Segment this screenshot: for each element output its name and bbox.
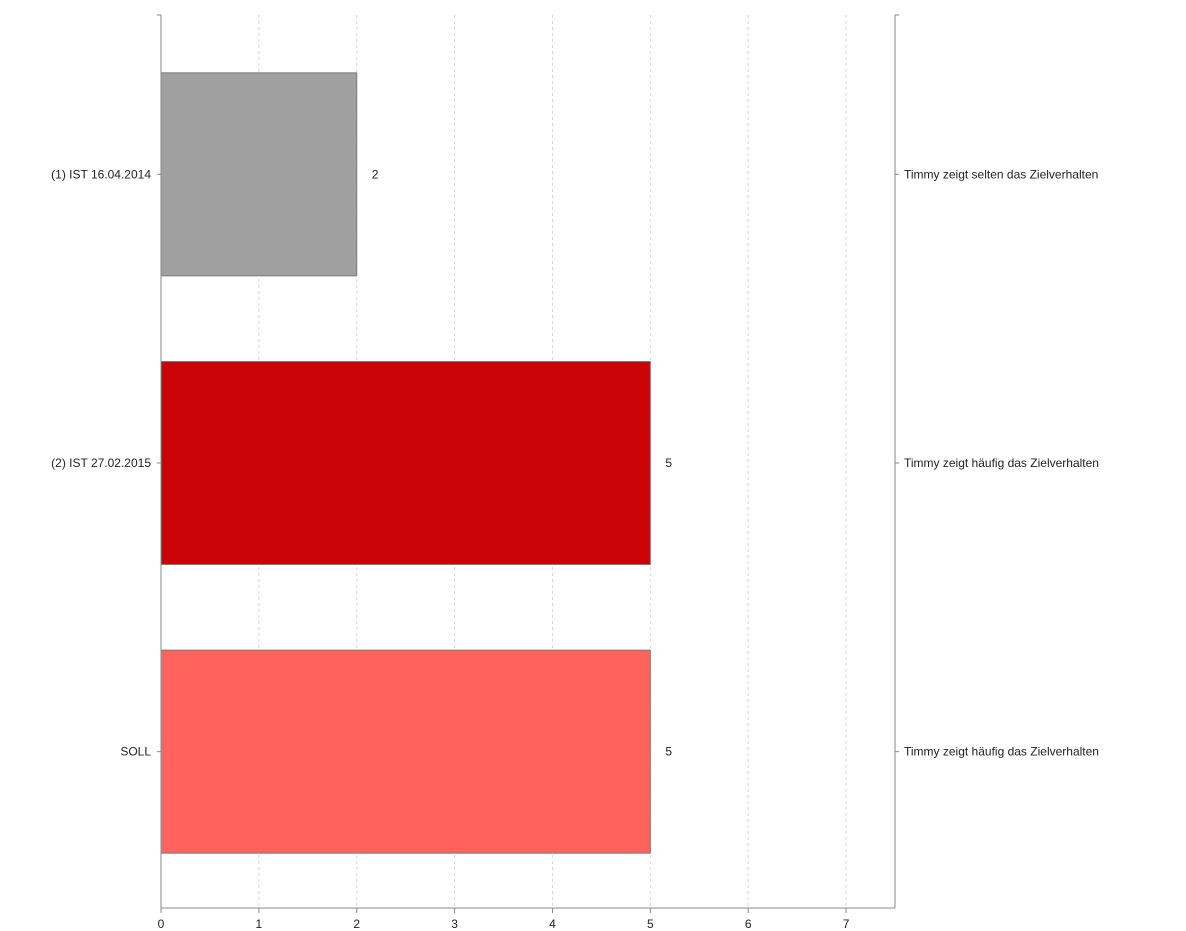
x-tick-label: 5	[647, 917, 654, 931]
x-tick-label: 6	[745, 917, 752, 931]
x-tick-label: 7	[843, 917, 850, 931]
description-label: Timmy zeigt selten das Zielverhalten	[904, 167, 1098, 181]
description-label: Timmy zeigt häufig das Zielverhalten	[904, 456, 1099, 470]
bars	[160, 72, 651, 854]
x-tick-label: 4	[549, 917, 556, 931]
labels: (1) IST 16.04.2014 2 Timmy zeigt selten da…	[51, 167, 1099, 931]
description-label: Timmy zeigt häufig das Zielverhalten	[904, 745, 1099, 759]
axes	[157, 14, 899, 913]
x-tick-label: 2	[353, 917, 360, 931]
data-label: 5	[665, 456, 672, 470]
x-tick-label: 1	[256, 917, 263, 931]
bar	[160, 649, 651, 854]
category-label: (2) IST 27.02.2015	[51, 456, 151, 470]
x-tick-label: 3	[451, 917, 458, 931]
data-label: 5	[665, 745, 672, 759]
bar	[160, 361, 651, 565]
category-label: SOLL	[120, 745, 151, 759]
category-label: (1) IST 16.04.2014	[51, 167, 151, 181]
data-label: 2	[372, 167, 379, 181]
x-tick-label: 0	[158, 917, 165, 931]
bar	[160, 72, 358, 277]
